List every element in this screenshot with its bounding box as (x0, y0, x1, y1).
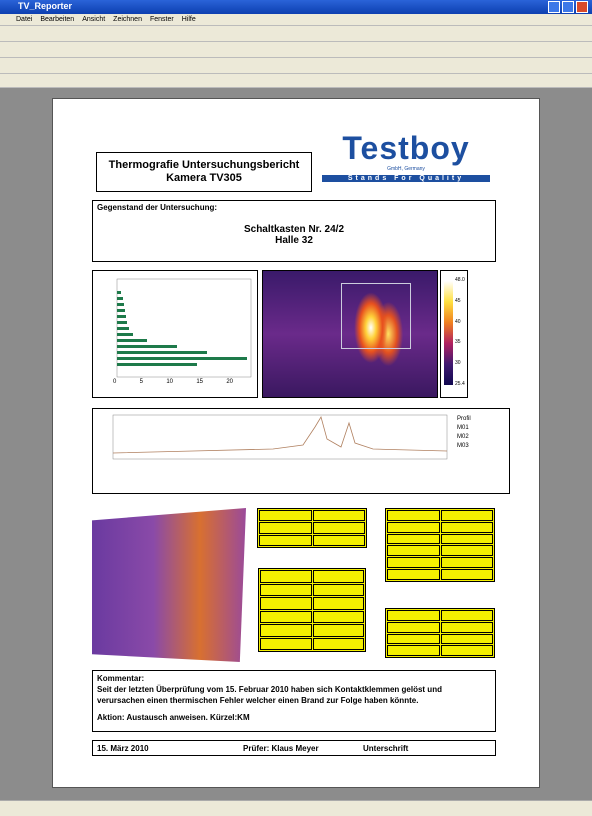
toolbar (0, 74, 592, 88)
legend-entry: Profil (457, 416, 471, 422)
plot-area (116, 278, 252, 378)
report-header: Thermografie Untersuchungsbericht Kamera… (96, 152, 312, 192)
x-tick-label: 15 (196, 379, 203, 385)
toolbar (0, 58, 592, 74)
histogram-x-ticks: 0 5 10 15 20 (113, 379, 233, 385)
status-bar (0, 800, 592, 816)
object-label: Gegenstand der Untersuchung: (97, 203, 218, 212)
colorbar-tick-label: 45 (455, 297, 461, 304)
maximize-button[interactable] (562, 1, 574, 13)
footer-date: 15. März 2010 (97, 744, 149, 753)
legend-entry: M03 (457, 443, 469, 449)
menu-item[interactable]: Fenster (149, 16, 174, 23)
colorbar-tick-label: 48.0 (455, 277, 465, 283)
menu-bar: Datei Bearbeiten Ansicht Zeichnen Fenster Hil… (0, 14, 592, 26)
menu-item[interactable]: Bearbeiten (40, 16, 75, 23)
menu-item[interactable]: Datei (16, 16, 33, 23)
object-box: Gegenstand der Untersuchung: Schaltkaste… (92, 200, 496, 262)
line-table (258, 568, 366, 652)
x-tick-label: 10 (166, 379, 173, 385)
histogram-box: 0 5 10 15 20 (92, 270, 258, 398)
comment-action: Aktion: Austausch anweisen. Kürzel:KM (97, 713, 250, 722)
profile-box: Profil M01 M02 M03 (92, 408, 510, 494)
report-subtitle: Kamera TV305 (166, 172, 242, 184)
logo: Testboy GmbH, Germany Stands For Quality (322, 130, 490, 192)
title-bar: TV_Reporter (0, 0, 592, 14)
footer-box: 15. März 2010 Prüfer: Klaus Meyer Unters… (92, 740, 496, 756)
comment-box: Kommentar: Seit der letzten Überprüfung … (92, 670, 496, 732)
colorbar-tick-label: 35 (455, 339, 461, 346)
x-tick-label: 5 (139, 379, 143, 385)
logo-name: Testboy (342, 130, 470, 166)
comment-text: Seit der letzten Überprüfung vom 15. Feb… (97, 685, 442, 705)
colorbar-box: 48.0 45 40 35 30 25.4 (440, 270, 468, 398)
logo-slogan: Stands For Quality (322, 175, 490, 182)
logo-sub: GmbH, Germany (387, 166, 425, 172)
menu-item[interactable]: Hilfe (181, 16, 196, 23)
close-button[interactable] (576, 1, 588, 13)
footer-inspector: Prüfer: Klaus Meyer (243, 744, 319, 753)
object-line: Schaltkasten Nr. 24/2 (243, 224, 345, 235)
legend-entry: M02 (457, 434, 469, 440)
measure-area (341, 283, 411, 349)
footer-signature: Unterschrift (363, 744, 409, 753)
toolbar (0, 26, 592, 42)
menu-item[interactable]: Zeichnen (113, 16, 142, 23)
colorbar (444, 281, 453, 385)
object-line: Halle 32 (275, 235, 313, 246)
profile-line (112, 415, 448, 454)
info-table (257, 508, 367, 548)
colorbar-tick-label: 25.4 (455, 380, 465, 387)
histogram (116, 278, 252, 378)
measure-table (385, 508, 495, 582)
colorbar-tick-label: 30 (455, 360, 461, 367)
profile-chart (112, 414, 448, 460)
menu-item[interactable]: Ansicht (82, 16, 106, 23)
colorbar-tick-label: 40 (455, 318, 461, 325)
x-tick-label: 0 (113, 379, 117, 385)
area-table (385, 608, 495, 658)
histogram-bars (117, 291, 247, 366)
toolbar (0, 42, 592, 58)
x-tick-label: 20 (226, 379, 233, 385)
colorbar-ticks: 48.0 45 40 35 30 25.4 (455, 277, 465, 387)
comment-label: Kommentar: (97, 674, 145, 683)
thermal-image-3d (92, 508, 246, 662)
report-title: Thermografie Untersuchungsbericht (108, 159, 300, 171)
minimize-button[interactable] (548, 1, 560, 13)
profile-legend: Profil M01 M02 M03 (457, 415, 507, 451)
legend-entry: M01 (457, 425, 469, 431)
window-title: TV_Reporter (18, 1, 73, 11)
thermal-image (262, 270, 438, 398)
